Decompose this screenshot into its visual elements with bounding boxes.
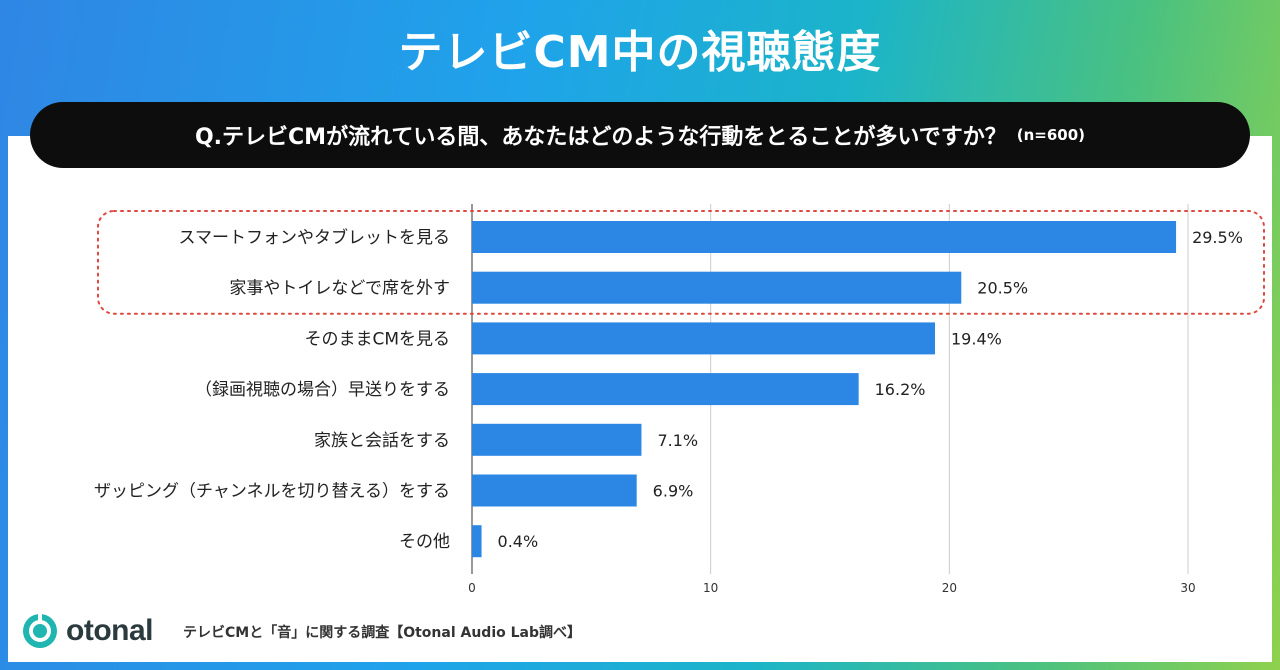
bar (472, 271, 962, 304)
bar (472, 373, 859, 406)
bar (472, 322, 936, 355)
category-label: ザッピング（チャンネルを切り替える）をする (94, 482, 450, 502)
category-label: スマートフォンやタブレットを見る (179, 227, 451, 248)
bar-chart-svg: 0 10 20 30 スマートフォンやタブレットを見る 29.5% 家事やトイレなどで席を外… (94, 204, 1265, 595)
logo-text: otonal (66, 614, 154, 647)
category-label: （録画視聴の場合）早送りをする (195, 380, 450, 400)
category-label: 家族と会話をする (314, 431, 450, 451)
question-banner: Q.テレビCMが流れている間、あなたはどのような行動をとることが多いですか？ (… (30, 102, 1250, 168)
bar (472, 474, 637, 507)
bar (472, 525, 482, 558)
value-label: 6.9% (653, 482, 694, 501)
value-label: 7.1% (657, 431, 698, 450)
page-title: テレビCM中の視聴態度 (398, 27, 882, 78)
x-tick-label: 30 (1180, 581, 1195, 595)
bar (472, 221, 1177, 253)
value-label: 19.4% (951, 329, 1002, 348)
value-label: 16.2% (875, 380, 926, 399)
otonal-logo-icon (23, 614, 57, 648)
source-note: テレビCMと「音」に関する調査【Otonal Audio Lab調べ】 (183, 625, 582, 641)
otonal-logo: otonal (22, 612, 154, 650)
category-label: そのままCMを見る (304, 329, 450, 349)
highlight-box (97, 210, 1265, 315)
value-label: 20.5% (977, 279, 1028, 298)
category-label: その他 (399, 532, 450, 552)
category-label: 家事やトイレなどで席を外す (229, 279, 450, 299)
sample-size: (n=600) (1016, 126, 1086, 144)
question-text: Q.テレビCMが流れている間、あなたはどのような行動をとることが多いですか？ (194, 125, 1007, 150)
x-tick-label: 10 (703, 581, 718, 595)
bar-chart: 0 10 20 30 スマートフォンやタブレットを見る 29.5% 家事やトイレなどで席を外… (0, 190, 1280, 610)
value-label: 0.4% (498, 532, 539, 551)
bar (472, 423, 642, 456)
x-tick-label: 20 (942, 581, 957, 595)
value-label: 29.5% (1192, 228, 1243, 247)
x-tick-label: 0 (468, 581, 476, 595)
